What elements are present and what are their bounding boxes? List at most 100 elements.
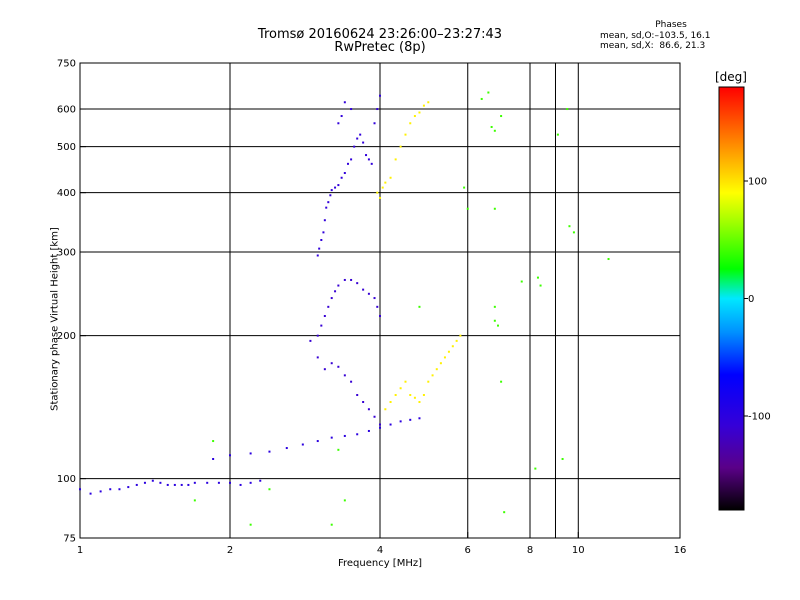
- y-tick-label: 75: [63, 534, 76, 545]
- x-tick-label: 10: [572, 545, 585, 556]
- data-point: [343, 172, 346, 175]
- data-point: [346, 162, 349, 165]
- data-point: [389, 423, 392, 426]
- data-point: [329, 194, 332, 197]
- data-point: [323, 219, 326, 222]
- data-point: [343, 278, 346, 281]
- data-point: [404, 133, 407, 136]
- data-point: [330, 362, 333, 365]
- data-point: [379, 423, 381, 426]
- data-point: [367, 429, 370, 432]
- data-point: [180, 483, 183, 486]
- data-point: [376, 305, 379, 308]
- data-point: [399, 420, 402, 423]
- data-point: [362, 141, 365, 144]
- data-point: [439, 362, 442, 365]
- data-point: [463, 186, 466, 189]
- data-point: [409, 122, 412, 125]
- colorbar-tick-label: -100: [748, 412, 771, 423]
- data-point: [127, 486, 130, 489]
- data-point: [389, 401, 392, 404]
- data-point: [427, 101, 430, 104]
- data-point: [418, 305, 421, 308]
- data-point: [350, 108, 353, 111]
- data-point: [323, 368, 326, 371]
- data-point: [340, 115, 343, 118]
- data-point: [285, 447, 288, 450]
- data-point: [268, 488, 271, 491]
- data-point: [173, 483, 176, 486]
- data-point: [379, 94, 381, 97]
- data-point: [435, 368, 438, 371]
- data-point: [356, 137, 359, 140]
- data-point: [367, 158, 370, 161]
- data-point: [418, 401, 421, 404]
- data-point: [379, 196, 381, 199]
- x-axis-label: Frequency [MHz]: [337, 558, 423, 569]
- y-tick-label: 100: [57, 474, 76, 485]
- data-point: [340, 176, 343, 179]
- y-tick-label: 300: [57, 248, 76, 259]
- chart-title: Tromsø 20160624 23:26:00–23:27:43: [257, 27, 503, 42]
- data-point: [325, 206, 328, 209]
- data-point: [249, 481, 252, 484]
- data-point: [572, 231, 575, 234]
- data-point: [334, 186, 337, 189]
- data-point: [334, 290, 337, 293]
- data-point: [249, 523, 252, 526]
- data-point: [343, 499, 346, 502]
- data-point: [118, 488, 121, 491]
- data-point: [379, 315, 381, 318]
- data-point: [536, 276, 539, 279]
- data-point: [413, 396, 416, 399]
- y-tick-label: 750: [57, 59, 76, 70]
- data-point: [459, 334, 462, 337]
- legend-x-mode: mean, sd,X: 86.6, 21.3: [600, 41, 706, 51]
- data-point: [249, 452, 252, 455]
- data-point: [373, 297, 376, 300]
- data-point: [384, 181, 387, 184]
- data-point: [206, 481, 209, 484]
- data-point: [556, 133, 559, 136]
- data-point: [151, 479, 154, 482]
- data-point: [427, 380, 430, 383]
- data-point: [330, 523, 333, 526]
- data-point: [322, 231, 325, 234]
- data-point: [451, 345, 454, 348]
- data-point: [320, 324, 323, 327]
- data-point: [418, 417, 421, 420]
- data-point: [229, 454, 231, 457]
- data-point: [379, 426, 381, 429]
- data-point: [318, 247, 321, 250]
- data-point: [394, 158, 397, 161]
- data-point: [566, 108, 569, 111]
- chart-subtitle: RwPretec (8p): [334, 40, 426, 55]
- data-point: [466, 207, 469, 210]
- data-point: [212, 457, 215, 460]
- data-point: [217, 481, 220, 484]
- colorbar-tick-label: 0: [748, 294, 754, 305]
- data-point: [365, 154, 368, 157]
- data-point: [409, 394, 412, 397]
- data-point: [135, 483, 138, 486]
- x-tick-label: 2: [227, 545, 233, 556]
- x-tick-label: 16: [674, 545, 687, 556]
- axis-ticks: 1 2 4 6 8 10 16 75 100 200 300 400 500 600 750: [57, 59, 686, 557]
- data-point: [367, 292, 370, 295]
- data-point: [350, 158, 353, 161]
- data-point: [356, 433, 359, 436]
- data-point: [193, 481, 196, 484]
- data-point: [316, 254, 319, 257]
- data-point: [490, 125, 493, 128]
- data-point: [327, 201, 330, 204]
- data-point: [109, 488, 112, 491]
- data-point: [520, 280, 523, 283]
- data-point: [79, 488, 81, 491]
- data-point: [212, 440, 215, 443]
- data-point: [607, 258, 610, 261]
- data-point: [381, 186, 384, 189]
- data-point: [259, 479, 262, 482]
- data-point: [539, 284, 542, 287]
- data-point: [330, 189, 333, 192]
- data-point: [359, 133, 362, 136]
